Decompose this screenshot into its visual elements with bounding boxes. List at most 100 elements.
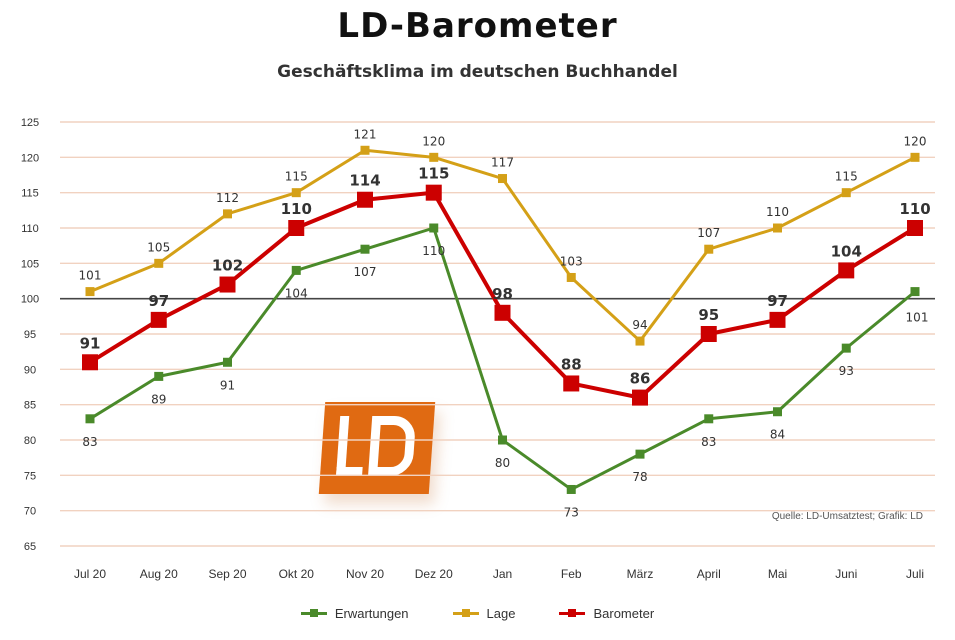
data-point-erwartungen	[566, 484, 576, 494]
data-label-erwartungen: 104	[285, 286, 308, 300]
data-label-erwartungen: 93	[839, 364, 854, 378]
data-label-erwartungen: 107	[354, 265, 377, 279]
legend-swatch-barometer	[559, 609, 586, 617]
data-point-lage	[360, 145, 370, 155]
data-point-erwartungen	[635, 449, 645, 459]
data-label-barometer: 95	[698, 306, 719, 324]
data-point-lage	[291, 188, 301, 198]
y-tick-label: 105	[21, 258, 39, 270]
data-point-barometer	[907, 220, 923, 236]
data-point-barometer	[494, 304, 511, 321]
data-point-lage	[429, 152, 439, 162]
data-point-erwartungen	[498, 435, 507, 445]
data-point-barometer	[357, 191, 373, 208]
data-label-lage: 117	[491, 156, 514, 170]
data-label-lage: 107	[697, 226, 720, 240]
data-label-erwartungen: 110	[422, 244, 445, 258]
x-tick-label: Jul 20	[74, 567, 106, 581]
data-label-erwartungen: 73	[564, 505, 579, 519]
x-tick-label: Mai	[768, 567, 787, 581]
data-point-barometer	[700, 326, 717, 342]
data-point-erwartungen	[429, 223, 439, 233]
data-label-barometer: 97	[148, 292, 169, 310]
x-tick-label: April	[697, 567, 721, 581]
y-tick-label: 85	[24, 400, 36, 412]
data-label-barometer: 115	[418, 165, 449, 183]
y-tick-label: 90	[24, 364, 36, 376]
data-label-barometer: 98	[492, 285, 513, 303]
chart-subtitle: Geschäftsklima im deutschen Buchhandel	[277, 62, 678, 82]
data-point-barometer	[769, 311, 786, 328]
y-tick-label: 65	[24, 541, 36, 553]
data-point-erwartungen	[154, 371, 164, 381]
data-label-lage: 105	[147, 240, 170, 254]
data-point-erwartungen	[223, 357, 232, 367]
data-point-lage	[154, 258, 164, 268]
data-point-barometer	[219, 276, 236, 293]
data-label-barometer: 86	[630, 370, 651, 388]
data-point-barometer	[425, 184, 442, 201]
data-label-lage: 112	[216, 191, 239, 205]
data-label-barometer: 88	[561, 355, 582, 373]
y-tick-label: 75	[24, 470, 36, 482]
line-chart: 65 70 75 80 85 90 95 100 105 110 115 120 125 Jul 20 Au…	[21, 117, 935, 581]
y-tick-label: 100	[21, 294, 39, 306]
legend-label-barometer: Barometer	[593, 606, 655, 621]
data-label-barometer: 110	[281, 200, 312, 218]
data-point-lage	[773, 223, 782, 233]
x-tick-label: Aug 20	[140, 567, 178, 581]
x-tick-label: Nov 20	[346, 567, 384, 581]
data-label-barometer: 91	[80, 334, 101, 352]
data-point-erwartungen	[704, 414, 714, 424]
data-point-lage	[85, 287, 95, 297]
data-label-lage: 94	[632, 318, 647, 332]
data-label-barometer: 104	[831, 242, 862, 260]
chart-legend: Erwartungen Lage Barometer	[0, 606, 955, 621]
legend-item-lage: Lage	[452, 606, 516, 621]
data-label-barometer: 110	[899, 200, 930, 218]
y-tick-label: 80	[24, 435, 36, 447]
x-tick-label: März	[627, 567, 654, 581]
data-label-lage: 110	[766, 205, 789, 219]
source-note: Quelle: LD-Umsatztest; Grafik: LD	[771, 511, 923, 522]
x-tick-label: Dez 20	[415, 567, 453, 581]
data-label-lage: 121	[354, 127, 377, 141]
data-point-lage	[635, 336, 645, 346]
legend-label-lage: Lage	[486, 606, 516, 621]
data-point-erwartungen	[910, 287, 920, 297]
data-label-erwartungen: 78	[632, 470, 647, 484]
data-point-lage	[910, 152, 920, 162]
data-label-lage: 115	[835, 170, 858, 184]
data-label-barometer: 102	[212, 257, 243, 275]
data-label-erwartungen: 101	[906, 311, 929, 325]
data-point-erwartungen	[360, 244, 370, 254]
data-label-lage: 120	[904, 134, 927, 148]
legend-item-erwartungen: Erwartungen	[300, 606, 409, 621]
data-label-erwartungen: 83	[82, 435, 97, 449]
data-point-lage	[566, 272, 576, 282]
data-label-erwartungen: 83	[701, 435, 716, 449]
x-tick-label: Okt 20	[279, 567, 315, 581]
legend-item-barometer: Barometer	[559, 606, 654, 621]
y-tick-label: 70	[24, 506, 36, 518]
data-point-erwartungen	[773, 407, 782, 417]
y-tick-label: 120	[21, 152, 39, 164]
data-point-lage	[223, 209, 232, 219]
data-point-erwartungen	[841, 343, 851, 353]
chart-title: LD-Barometer	[337, 6, 618, 46]
data-point-barometer	[288, 220, 305, 236]
data-point-lage	[841, 188, 851, 198]
legend-label-erwartungen: Erwartungen	[334, 606, 409, 621]
data-point-erwartungen	[85, 414, 95, 424]
x-tick-label: Juli	[906, 567, 924, 581]
data-label-lage: 103	[560, 254, 583, 268]
data-point-lage	[704, 244, 714, 254]
x-tick-label: Juni	[835, 567, 857, 581]
x-tick-label: Jan	[493, 567, 512, 581]
data-label-lage: 101	[79, 269, 102, 283]
data-point-lage	[498, 174, 507, 184]
data-label-lage: 115	[285, 170, 308, 184]
data-point-barometer	[150, 311, 167, 328]
y-tick-label: 110	[21, 223, 39, 235]
y-tick-label: 95	[24, 329, 36, 341]
